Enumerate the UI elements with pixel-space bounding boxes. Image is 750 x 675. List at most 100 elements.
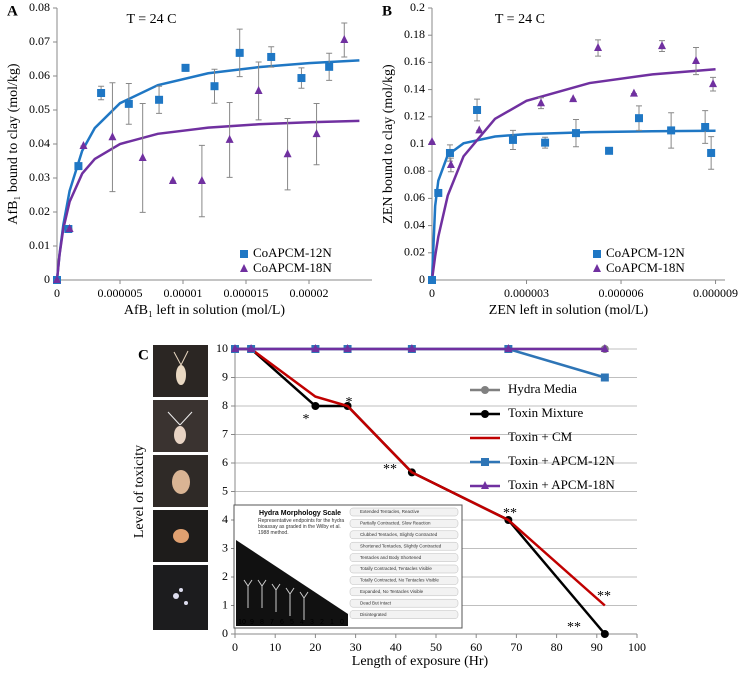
x-tick-label: 0.000003 <box>504 286 549 300</box>
y-axis-title: AfB₁ bound to clay (mol/kg) <box>6 63 21 225</box>
y-tick-label: 9 <box>222 369 228 383</box>
fit-curve <box>430 67 716 281</box>
legend-label: Hydra Media <box>508 381 577 396</box>
y-tick-label: 8 <box>222 398 228 412</box>
y-tick-label: 0.08 <box>29 0 50 14</box>
level-label: Extended Tentacles, Reactive <box>360 509 420 514</box>
scale-number: 6 <box>280 619 284 626</box>
point <box>155 95 164 104</box>
y-tick-label: 0.02 <box>404 245 425 259</box>
significance: * <box>346 395 353 410</box>
level-box <box>349 610 459 619</box>
point <box>225 134 234 143</box>
inset-description-box: Representative endpoints for the hydra b… <box>258 518 345 536</box>
y-axis-title: ZEN bound to clay (mol/kg) <box>381 64 396 224</box>
significance: ** <box>503 506 517 521</box>
legend-label: CoAPCM-18N <box>253 260 332 275</box>
annotation: T = 24 C <box>126 12 176 27</box>
y-tick-label: 3 <box>222 540 228 554</box>
x-axis-title: ZEN left in solution (mol/L) <box>489 303 649 318</box>
inset-hydra <box>299 591 309 620</box>
point <box>701 123 710 131</box>
legend-label: CoAPCM-12N <box>253 245 332 260</box>
x-tick-label: 10 <box>269 640 281 654</box>
x-axis-title: AfB₁ left in solution (mol/L) <box>124 303 286 318</box>
x-tick-label: 0 <box>54 286 60 300</box>
point <box>407 344 416 352</box>
y-tick-label: 4 <box>222 512 228 526</box>
y-tick-label: 0.1 <box>410 136 425 150</box>
y-tick-label: 0.02 <box>29 204 50 218</box>
x-tick-label: 0.000009 <box>693 286 738 300</box>
scale-number: 5 <box>290 619 294 626</box>
panel-label: A <box>7 3 18 19</box>
legend-label: CoAPCM-18N <box>606 260 685 275</box>
level-label: Disintegrated <box>360 612 387 617</box>
point <box>74 162 83 171</box>
level-box <box>349 553 459 562</box>
point <box>97 89 106 97</box>
y-tick-label: 0.04 <box>29 136 50 150</box>
y-axis-title: Level of toxicity <box>132 445 147 538</box>
point <box>325 62 334 71</box>
x-tick-label: 50 <box>430 640 442 654</box>
legend-marker <box>593 250 601 258</box>
scale-number: 7 <box>270 619 274 626</box>
point <box>692 56 701 65</box>
legend-marker <box>481 410 489 418</box>
point <box>434 188 443 197</box>
level-box <box>349 598 459 608</box>
point <box>267 52 276 61</box>
point <box>168 176 177 185</box>
level-label: Totally Contracted, Tentacles Visible <box>360 566 432 571</box>
y-tick-label: 2 <box>222 569 228 583</box>
scale-number: 2 <box>320 619 324 626</box>
point <box>600 344 609 352</box>
point <box>124 99 133 108</box>
point <box>629 88 638 97</box>
scale-number: 3 <box>310 619 314 626</box>
annotation: T = 24 C <box>495 12 545 27</box>
level-box <box>349 519 459 528</box>
point <box>446 159 455 168</box>
point <box>600 373 609 382</box>
panel-label: B <box>382 3 392 19</box>
legend-label: Toxin + APCM-12N <box>508 453 615 468</box>
y-tick-label: 0.01 <box>29 238 50 252</box>
y-tick-label: 10 <box>216 341 228 355</box>
point <box>600 630 609 638</box>
y-tick-label: 0.2 <box>410 0 425 14</box>
panel-label: C <box>138 347 149 363</box>
x-tick-label: 80 <box>551 640 563 654</box>
level-box <box>349 530 459 540</box>
y-tick-label: 0.12 <box>404 109 425 123</box>
inset-description: Representative endpoints for the hydra b… <box>258 518 345 536</box>
y-tick-label: 0.04 <box>404 217 425 231</box>
y-tick-label: 7 <box>222 426 228 440</box>
x-tick-label: 0.00001 <box>164 286 203 300</box>
level-label: Expanded, No Tentacles Visible <box>360 589 424 594</box>
legend-label: Toxin Mixture <box>508 405 584 420</box>
x-tick-label: 70 <box>510 640 522 654</box>
point <box>343 344 352 352</box>
hydra-photos <box>153 345 208 630</box>
x-tick-label: 30 <box>350 640 362 654</box>
x-tick-label: 0 <box>429 286 435 300</box>
inset-title: Hydra Morphology Scale <box>259 510 341 517</box>
point <box>428 136 436 145</box>
point <box>475 125 484 134</box>
point <box>181 63 190 72</box>
y-tick-label: 6 <box>222 455 228 469</box>
point <box>541 138 550 147</box>
level-box <box>349 564 459 574</box>
series-line <box>235 347 606 379</box>
level-label: Clubbed Tentacles, Slightly Contracted <box>360 532 438 537</box>
point <box>197 176 206 185</box>
x-tick-label: 40 <box>390 640 402 654</box>
x-tick-label: 0.000015 <box>224 286 269 300</box>
inset-hydra <box>243 579 253 608</box>
y-tick-label: 0.05 <box>29 102 50 116</box>
scale-number: 1 <box>330 619 334 626</box>
y-tick-label: 5 <box>222 483 228 497</box>
point <box>53 275 61 283</box>
